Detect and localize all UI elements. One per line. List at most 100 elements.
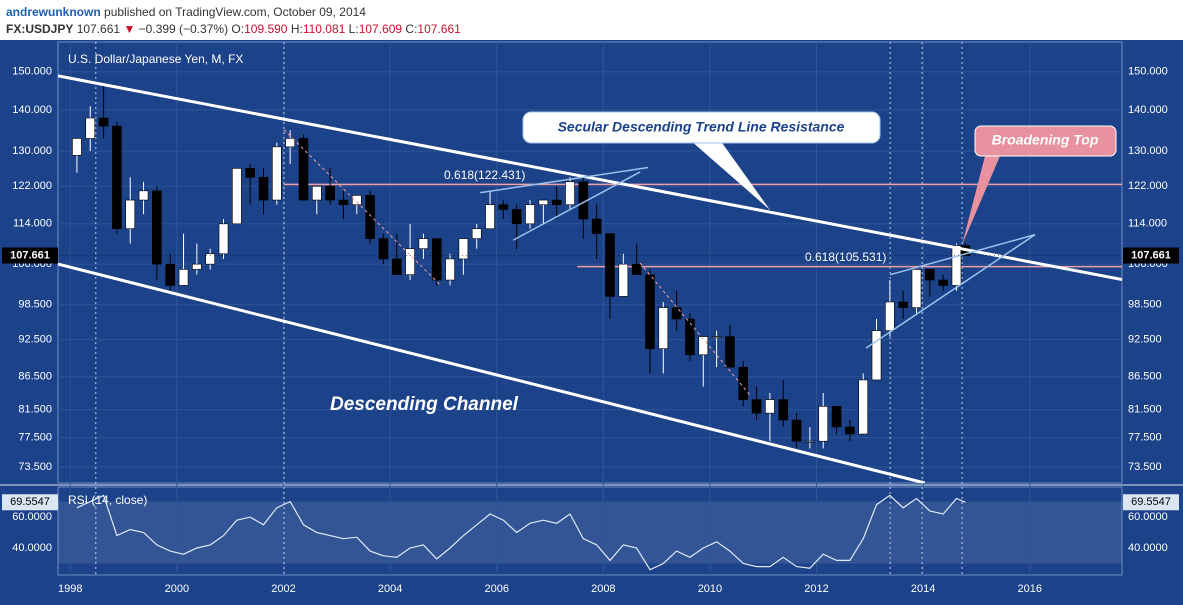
y-tick-label: 140.000 [12, 104, 52, 116]
y-tick-label: 98.500 [18, 299, 52, 311]
candle-body [565, 181, 575, 206]
candle-body [471, 228, 482, 239]
published: published on TradingView.com, October 09… [104, 5, 366, 19]
x-tick-label: 2002 [271, 583, 295, 595]
candle-body [925, 269, 935, 281]
y-tick-label-right: 140.000 [1128, 104, 1168, 116]
candle-body [218, 223, 229, 255]
candle-body [458, 238, 469, 260]
candle-body [818, 406, 829, 442]
candle-body [138, 190, 149, 201]
trend-line [889, 233, 1036, 276]
candle-body [405, 248, 415, 275]
y-tick-label: 86.500 [18, 371, 52, 383]
trend-line [58, 262, 926, 483]
x-tick-label: 2010 [698, 583, 722, 595]
o-label: O: [231, 22, 245, 36]
close: 107.661 [417, 22, 461, 36]
change: −0.399 (−0.37%) [138, 22, 229, 36]
x-tick-label: 2006 [484, 583, 508, 595]
candle-body [205, 253, 215, 265]
candle-body [112, 125, 122, 230]
rsi-last-left-box [2, 494, 58, 511]
candle-body [938, 279, 948, 286]
candle-body [511, 209, 522, 225]
candle-body [618, 263, 629, 297]
chart-title: U.S. Dollar/Japanese Yen, M, FX [68, 52, 243, 66]
candle-body [551, 199, 562, 206]
y-tick-label-right: 86.500 [1128, 371, 1162, 383]
last-price-left-box [2, 247, 58, 264]
y-tick-label: 122.000 [12, 180, 52, 192]
y-tick-label-right: 77.500 [1128, 431, 1162, 443]
candle-body [871, 330, 882, 381]
rsi-title: RSI (14, close) [68, 493, 147, 507]
open: 109.590 [244, 22, 288, 36]
candle-body [391, 258, 402, 275]
candle-body [258, 176, 269, 201]
candle-body [312, 185, 322, 201]
candle-body [365, 195, 375, 239]
x-tick-label: 2016 [1018, 583, 1042, 595]
candle-body [351, 195, 362, 206]
candle-body [805, 440, 815, 443]
candle-body [791, 419, 802, 442]
trend-line [512, 171, 641, 241]
x-tick-label: 1998 [58, 583, 82, 595]
candle-body [725, 336, 735, 368]
y-tick-label-right: 98.500 [1128, 299, 1162, 311]
y-tick-label: 150.000 [12, 66, 52, 78]
candle-body [232, 168, 242, 225]
last-price-left: 107.661 [10, 249, 50, 261]
candle-body [485, 204, 495, 230]
trend-line [639, 262, 751, 396]
candle-body [605, 233, 615, 297]
y-tick-label-right: 40.0000 [1128, 542, 1168, 554]
candle-body [698, 336, 709, 356]
y-tick-label: 40.0000 [12, 542, 52, 554]
y-tick-label: 130.000 [12, 145, 52, 157]
last-price-right: 107.661 [1131, 249, 1171, 261]
candle-body [498, 204, 509, 210]
candle-body [445, 258, 455, 281]
rsi-line [76, 494, 966, 571]
candle-body [272, 146, 282, 201]
callout-box [974, 125, 1117, 157]
y-tick-label-right: 114.000 [1128, 218, 1167, 230]
candle-body [658, 307, 669, 349]
candle-body [711, 336, 722, 338]
author[interactable]: andrewunknown [6, 5, 101, 19]
y-tick-label: 73.500 [18, 461, 52, 473]
trend-line [58, 74, 1122, 281]
candle-body [298, 138, 309, 201]
annotation: Secular Descending Trend Line Resistance [558, 119, 845, 135]
fib-label: 0.618(122.431) [444, 168, 525, 182]
rsi-pane [57, 486, 1123, 576]
candle-body [845, 426, 855, 435]
y-tick-label: 81.500 [18, 404, 52, 416]
candle-body [338, 199, 349, 206]
fib-label: 0.618(105.531) [805, 250, 886, 264]
candle-body [85, 117, 96, 139]
candle-body [858, 379, 868, 435]
rsi-last-left: 69.5547 [10, 496, 50, 508]
last-price-right-box [1123, 247, 1179, 264]
last: 107.661 [76, 22, 121, 36]
candle-body [538, 199, 549, 206]
quote-line: FX:USDJPY 107.661 ▼ −0.399 (−0.37%) O:10… [6, 22, 461, 36]
symbol: FX:USDJPY [6, 22, 74, 36]
candle-body [325, 185, 335, 201]
arrow: ▼ [123, 22, 136, 36]
candle-body [898, 301, 908, 308]
trend-line [865, 234, 1036, 349]
candle-body [98, 117, 109, 127]
candle-body [671, 307, 682, 320]
candle-body [885, 301, 895, 331]
x-tick-label: 2000 [165, 583, 189, 595]
candle-body [431, 238, 442, 281]
h-label: H: [290, 22, 303, 36]
low: 107.609 [358, 22, 403, 36]
candle-body [685, 318, 695, 356]
rsi-last-right-box [1123, 494, 1179, 511]
